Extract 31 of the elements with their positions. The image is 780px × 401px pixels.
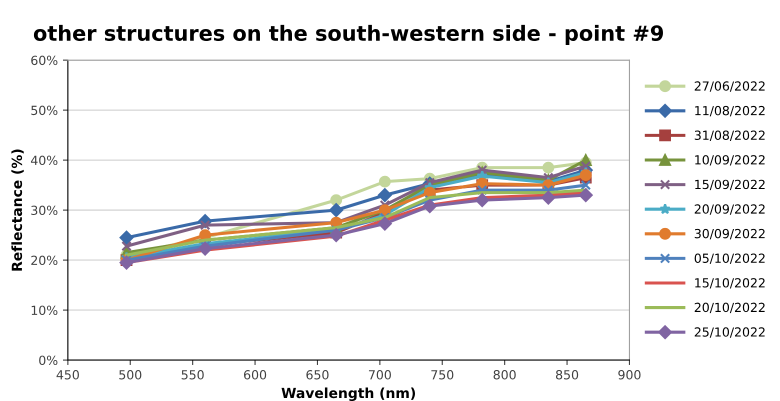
y-tick-label: 50%: [31, 106, 58, 116]
legend-label: 10/09/2022: [695, 155, 765, 166]
x-tick-label: 850: [556, 370, 578, 380]
x-tick-label: 750: [431, 370, 454, 380]
legend-label: 15/10/2022: [695, 278, 765, 289]
legend-label: 20/09/2022: [694, 204, 765, 215]
y-tick-label: 40%: [30, 156, 58, 166]
legend-label: 31/08/2022: [694, 130, 765, 141]
y-tick-label: 20%: [31, 256, 58, 266]
y-tick-label: 60%: [31, 56, 58, 66]
x-tick-label: 800: [494, 370, 516, 380]
legend-label: 27/06/2022: [694, 81, 765, 92]
x-tick-label: 600: [244, 370, 266, 380]
legend-label: 20/10/2022: [694, 302, 765, 314]
chart-title: other structures on the south-western side - point #9: [34, 24, 663, 46]
y-tick-label: 0%: [39, 356, 58, 366]
legend-label: 05/10/2022: [694, 253, 765, 264]
legend-label: 15/09/2022: [695, 180, 765, 190]
y-tick-label: 10%: [32, 306, 58, 316]
x-tick-label: 900: [618, 370, 641, 380]
y-tick-label: 30%: [31, 206, 58, 216]
x-tick-label: 550: [182, 370, 204, 380]
x-axis-title: Wavelength (nm): [282, 387, 416, 401]
x-tick-label: 450: [56, 370, 79, 380]
x-tick-label: 500: [119, 370, 142, 380]
x-tick-label: 650: [306, 370, 329, 380]
legend-label: 25/10/2022: [694, 327, 765, 338]
x-tick-label: 700: [368, 370, 391, 380]
legend-label: 30/09/2022: [694, 228, 765, 240]
legend-label: 11/08/2022: [695, 106, 765, 116]
y-axis-title: Reflectance (%): [11, 150, 24, 271]
